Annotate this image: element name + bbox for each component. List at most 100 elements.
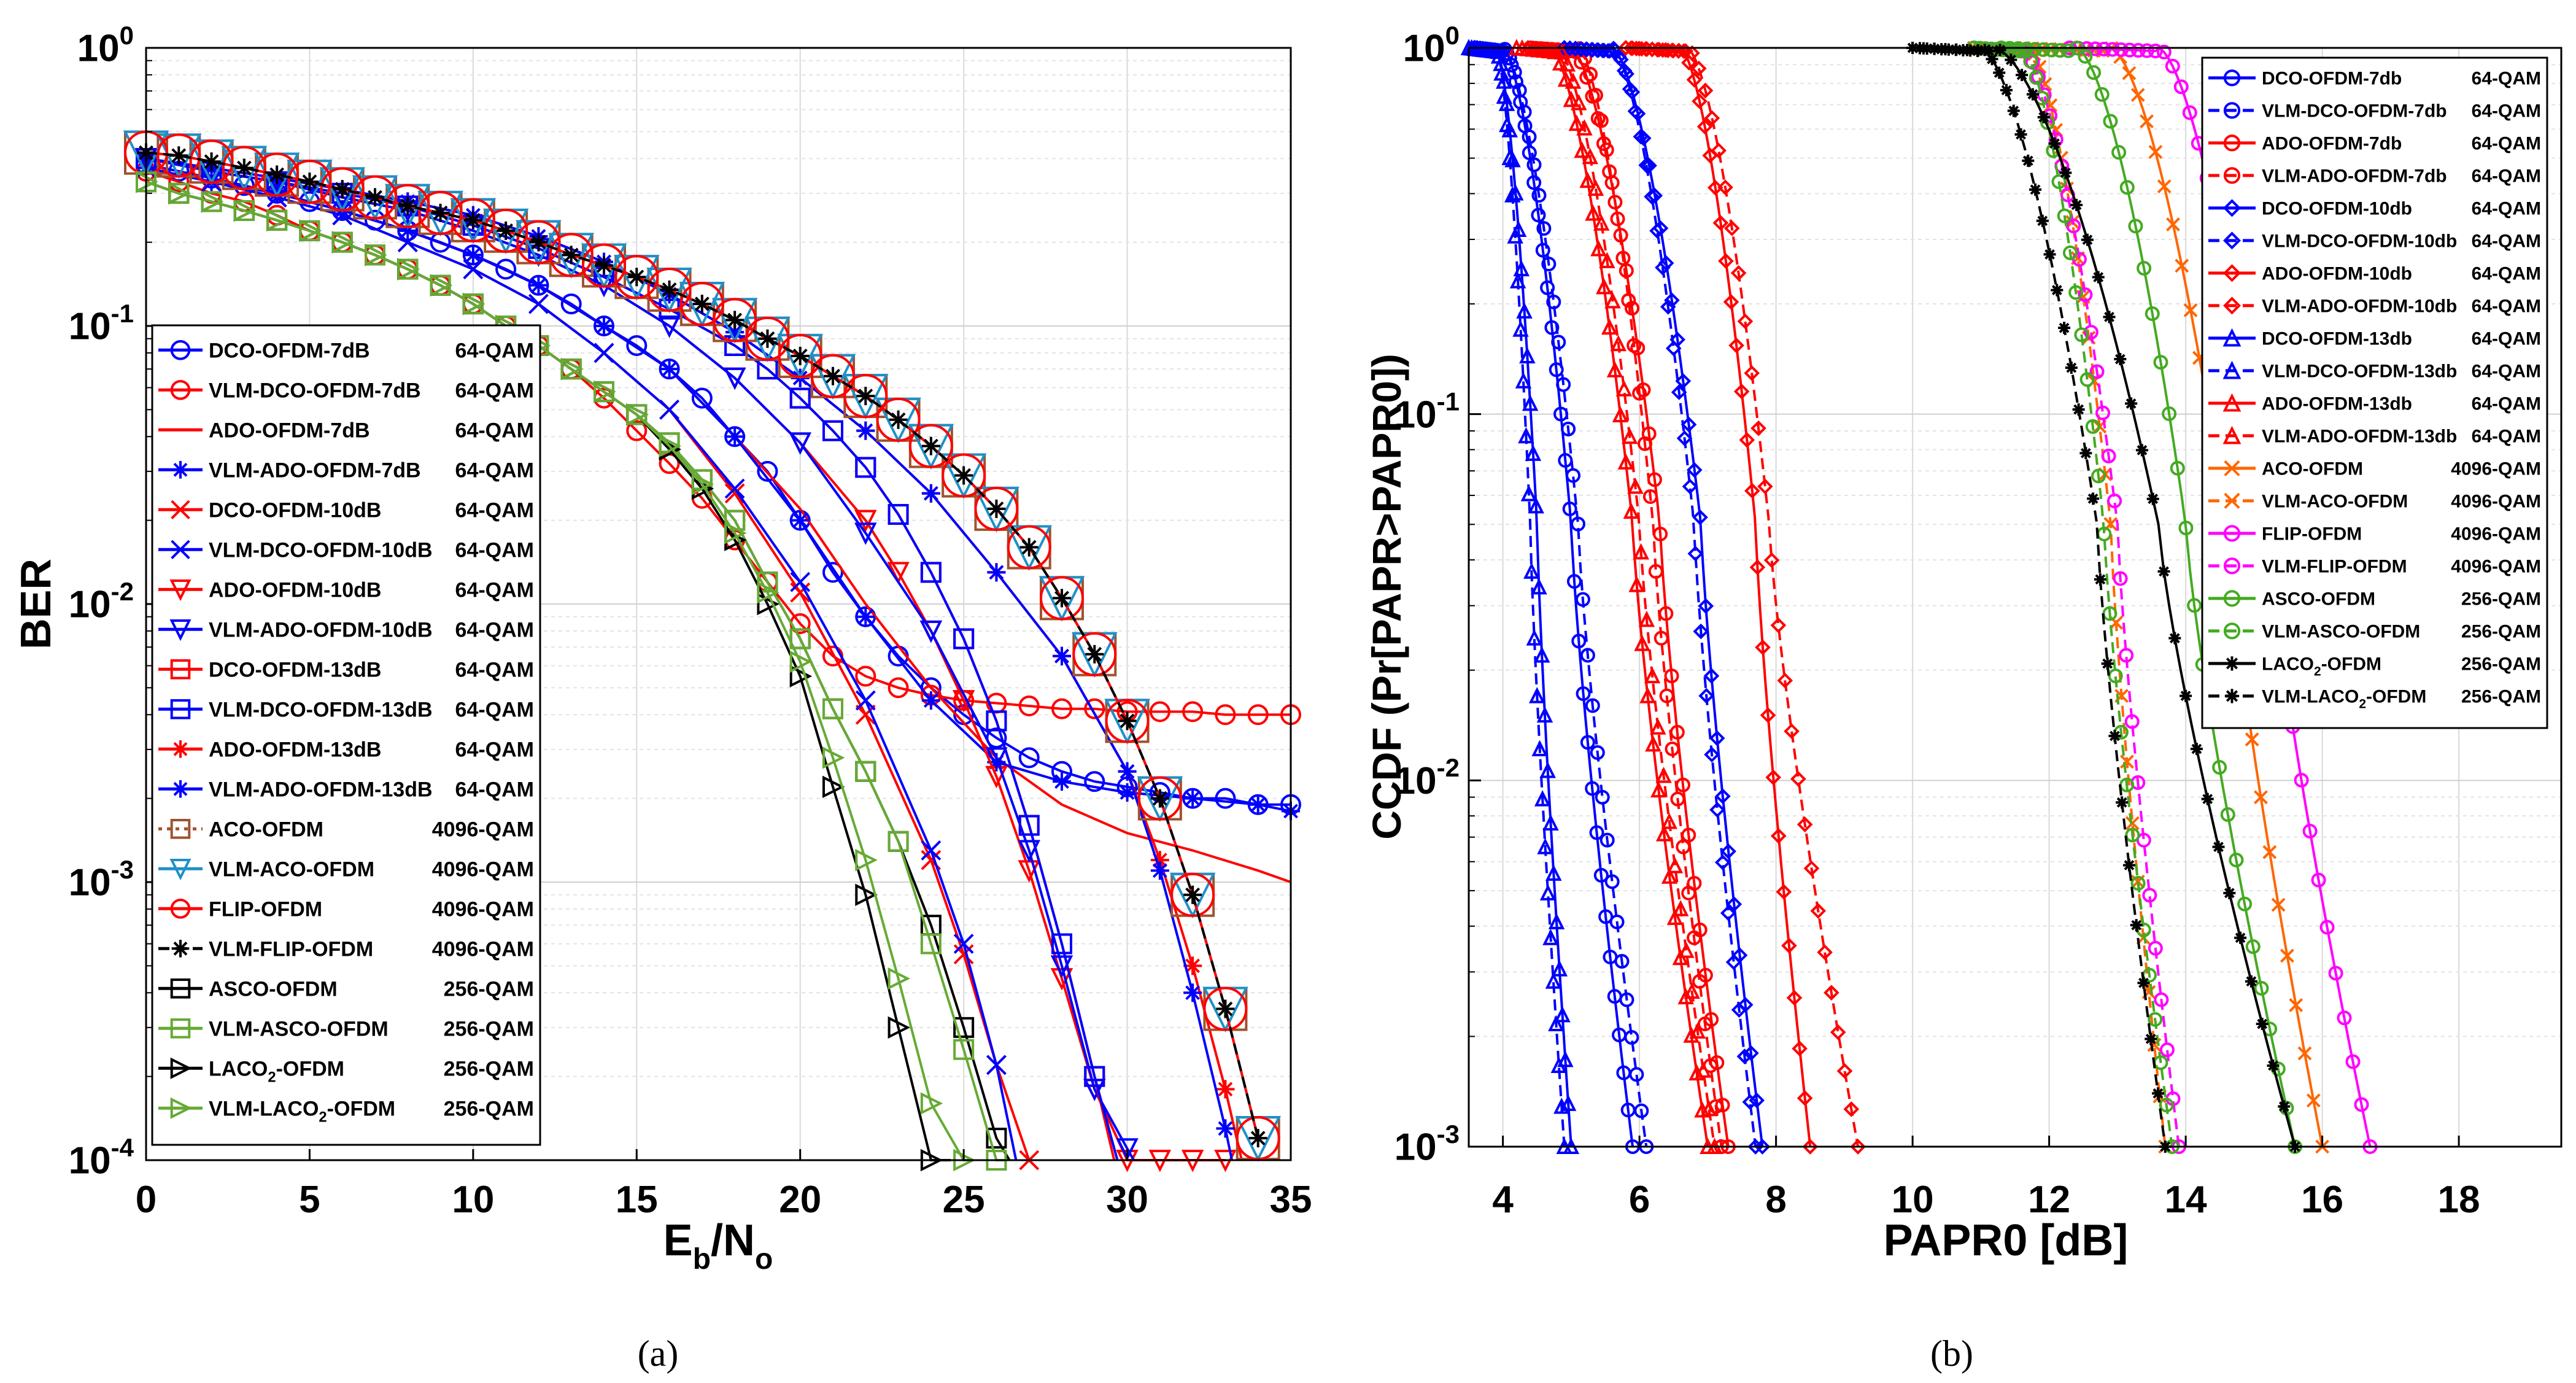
a-x-axis-label: Eb/No xyxy=(663,1216,773,1276)
legend-name: LACO2-OFDM xyxy=(209,1058,344,1086)
data-point xyxy=(385,184,430,228)
y-tick-base: 10 xyxy=(1394,393,1437,436)
data-point xyxy=(1731,1002,1747,1018)
data-point xyxy=(2091,468,2106,484)
data-point xyxy=(1715,788,1731,805)
legend-entry-flip-ofdm: FLIP-OFDM 4096-QAM xyxy=(2208,524,2541,544)
data-point xyxy=(1726,896,1742,912)
data-point xyxy=(1760,707,1776,723)
legend-entry-vlm-dco-ofdm-10db: VLM-DCO-OFDM-10dB 64-QAM xyxy=(158,539,534,562)
data-point xyxy=(920,1092,943,1115)
data-point xyxy=(1507,64,1522,80)
data-point xyxy=(595,317,613,335)
data-point xyxy=(560,293,582,315)
y-tick-label: 100 xyxy=(77,21,134,70)
data-point xyxy=(2078,287,2093,303)
legend-entry-vlm-dco-ofdm-13db: VLM-DCO-OFDM-13db 64-QAM xyxy=(2208,360,2541,382)
data-point xyxy=(2125,827,2140,843)
data-point xyxy=(919,620,943,643)
data-point xyxy=(2065,362,2078,374)
legend-name-text: ADO-OFDM-7db xyxy=(2262,134,2402,154)
data-point xyxy=(2168,632,2181,645)
legend-modulation: 256-QAM xyxy=(444,978,534,1001)
data-point xyxy=(1515,372,1532,389)
x-tick-label: 16 xyxy=(2301,1179,2343,1221)
legend-name: ADO-OFDM-10dB xyxy=(209,579,381,602)
data-point xyxy=(1183,956,1202,975)
y-tick-exponent: 0 xyxy=(1445,21,1460,50)
data-point xyxy=(1704,746,1720,763)
data-point xyxy=(1736,1048,1753,1064)
caption-a: (a) xyxy=(638,1333,679,1374)
legend-modulation: 64-QAM xyxy=(2472,166,2541,187)
data-point xyxy=(1737,313,1754,330)
data-point xyxy=(724,522,747,544)
x-tick-label: 18 xyxy=(2438,1179,2480,1221)
data-point xyxy=(268,165,287,184)
data-point xyxy=(1018,747,1040,769)
legend-marker xyxy=(171,540,190,560)
data-point xyxy=(1550,1056,1568,1073)
data-point xyxy=(2072,403,2085,416)
data-point xyxy=(876,397,921,442)
data-point xyxy=(1531,578,1547,595)
legend-box xyxy=(2201,56,2548,729)
data-point xyxy=(2148,1012,2163,1027)
data-point xyxy=(1137,776,1182,821)
legend-entry-vlm-flip-ofdm: VLM-FLIP-OFDM 4096-QAM xyxy=(2208,557,2541,577)
data-point xyxy=(1609,914,1625,929)
series-line xyxy=(1974,47,2180,1147)
legend-modulation: 64-QAM xyxy=(2472,296,2541,317)
data-point xyxy=(2148,44,2163,59)
data-point xyxy=(1750,420,1766,436)
data-point xyxy=(1645,735,1661,752)
data-point xyxy=(1665,340,1682,357)
data-point xyxy=(1546,294,1561,309)
y-tick-exponent: 0 xyxy=(120,21,134,50)
data-point xyxy=(1580,648,1595,663)
data-point xyxy=(2113,42,2129,58)
data-point xyxy=(2122,42,2137,58)
legend-name: ADO-OFDM-7db xyxy=(2262,134,2402,154)
legend-entry-vlm-ado-ofdm-7db: VLM-ADO-OFDM-7db 64-QAM xyxy=(2208,166,2541,187)
legend-modulation: 4096-QAM xyxy=(432,938,534,961)
data-point xyxy=(2130,43,2146,58)
data-point xyxy=(1556,377,1571,392)
data-point xyxy=(626,420,648,441)
data-point xyxy=(1765,769,1782,786)
legend-name-text: VLM-ACO-OFDM xyxy=(209,858,374,881)
legend-name: DCO-OFDM-10db xyxy=(2262,199,2412,219)
data-point xyxy=(1526,157,1542,172)
legend-name: VLM-DCO-OFDM-13db xyxy=(2262,362,2457,382)
series-line xyxy=(1530,47,1723,1147)
data-point xyxy=(2173,79,2189,95)
legend-name: DCO-OFDM-10dB xyxy=(209,499,381,522)
data-point xyxy=(1170,872,1215,917)
data-point xyxy=(560,357,584,381)
data-point xyxy=(1671,384,1687,400)
data-point xyxy=(920,933,942,955)
data-point xyxy=(1703,668,1720,684)
b-x-axis-label: PAPR0 [dB] xyxy=(1884,1216,2129,1265)
data-point xyxy=(1709,802,1725,818)
legend-name: VLM-DCO-OFDM-10dB xyxy=(209,539,433,562)
data-point xyxy=(1150,851,1169,870)
data-point xyxy=(1118,762,1137,781)
data-point xyxy=(1744,482,1760,499)
legend-name: VLM-ACO-OFDM xyxy=(209,858,374,881)
data-point xyxy=(1728,337,1744,354)
data-point xyxy=(2005,53,2017,66)
data-point xyxy=(2254,980,2269,996)
data-point xyxy=(986,1128,1007,1149)
data-point xyxy=(2130,88,2145,103)
x-tick-label: 30 xyxy=(1106,1179,1148,1221)
data-point xyxy=(2059,166,2072,179)
data-point xyxy=(1116,1138,1139,1161)
data-point xyxy=(1601,318,1618,335)
data-point xyxy=(888,504,909,525)
legend-marker xyxy=(171,740,190,758)
data-point xyxy=(1675,373,1692,389)
data-point xyxy=(2145,1032,2157,1045)
data-point xyxy=(1615,380,1633,397)
